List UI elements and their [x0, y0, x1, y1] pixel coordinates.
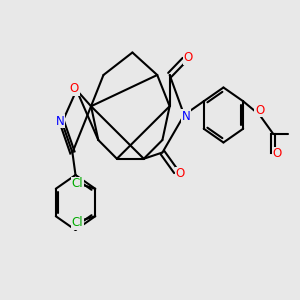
Text: O: O	[184, 51, 193, 64]
Text: O: O	[70, 82, 79, 95]
Text: Cl: Cl	[72, 177, 83, 190]
Text: N: N	[56, 115, 64, 128]
Text: O: O	[273, 147, 282, 160]
Text: O: O	[176, 167, 184, 180]
Text: N: N	[182, 110, 190, 123]
Text: Cl: Cl	[72, 216, 83, 229]
Text: O: O	[255, 103, 264, 116]
